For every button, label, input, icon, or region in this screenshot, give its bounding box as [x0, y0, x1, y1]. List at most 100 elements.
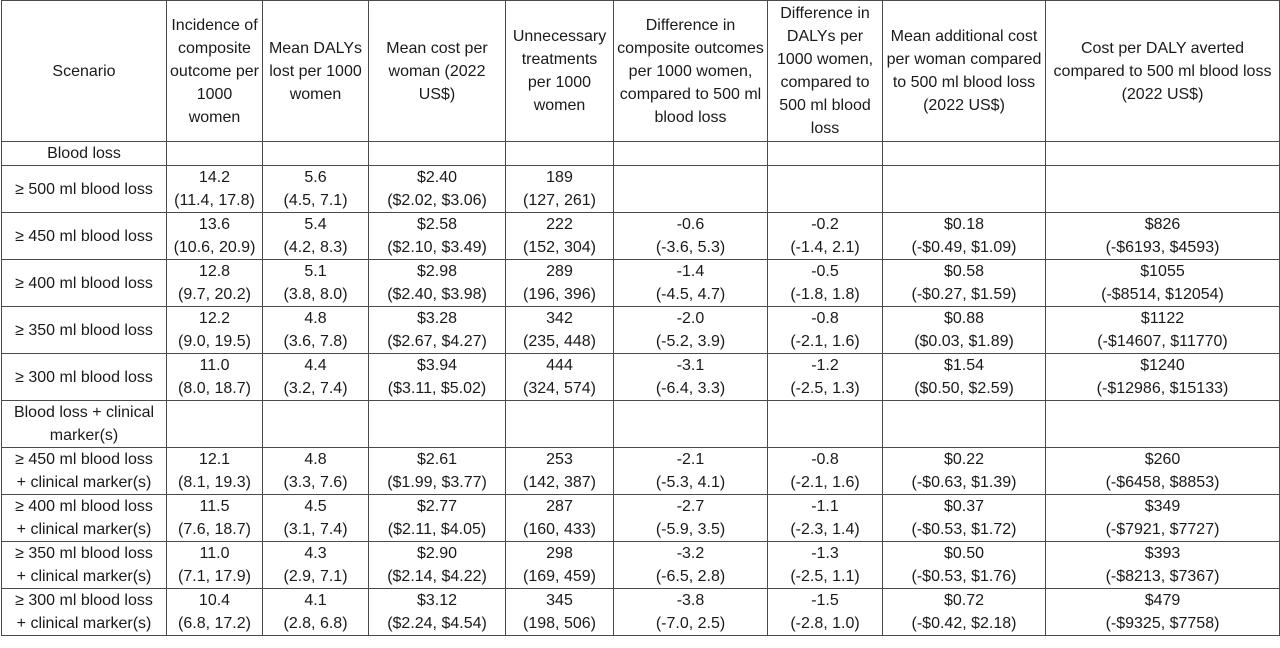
point-estimate: 4.4	[304, 357, 327, 374]
unnecessary-treatments-cell: 222 (152, 304)	[505, 212, 614, 260]
diff-composite-cell: -1.4 (-4.5, 4.7)	[613, 259, 768, 307]
diff-composite-cell: -2.1 (-5.3, 4.1)	[613, 447, 768, 495]
header-cost-per-daly: Cost per DALY averted compared to 500 ml…	[1045, 0, 1280, 142]
empty-cell	[767, 141, 883, 166]
cost-per-daly-cell: $1055 (-$8514, $12054)	[1045, 259, 1280, 307]
diff-composite-cell: -3.2 (-6.5, 2.8)	[613, 541, 768, 589]
point-estimate: $0.18	[943, 216, 985, 233]
empty-cell	[368, 400, 506, 448]
point-estimate: $1240	[1140, 357, 1185, 374]
table-row: ≥ 450 ml blood loss 13.6 (10.6, 20.9) 5.4 (4…	[1, 212, 1280, 260]
uncertainty-interval: (-$7921, $7727)	[1105, 521, 1220, 538]
diff-dalys-cell: -1.2 (-2.5, 1.3)	[767, 353, 883, 401]
point-estimate: -3.2	[676, 545, 705, 562]
additional-cost-cell: $0.37 (-$0.53, $1.72)	[882, 494, 1046, 542]
uncertainty-interval: ($2.67, $4.27)	[387, 333, 487, 350]
incidence-cell: 11.0 (8.0, 18.7)	[166, 353, 263, 401]
point-estimate: 10.4	[198, 592, 231, 609]
header-diff-composite: Difference in composite outcomes per 100…	[613, 0, 768, 142]
incidence-cell: 13.6 (10.6, 20.9)	[166, 212, 263, 260]
point-estimate: 5.4	[304, 216, 327, 233]
scenario-label: ≥ 350 ml blood loss	[15, 321, 153, 339]
scenario-label: ≥ 300 ml blood loss	[15, 592, 153, 609]
uncertainty-interval: (-2.1, 1.6)	[790, 474, 860, 491]
uncertainty-interval: (-5.3, 4.1)	[655, 474, 726, 491]
uncertainty-interval: (10.6, 20.9)	[173, 239, 256, 256]
scenario-cell: ≥ 300 ml blood loss	[1, 353, 167, 401]
diff-dalys-cell	[767, 165, 883, 213]
cost-per-daly-cell: $349 (-$7921, $7727)	[1045, 494, 1280, 542]
point-estimate: -2.0	[676, 310, 705, 327]
empty-cell	[767, 400, 883, 448]
unnecessary-treatments-cell: 444 (324, 574)	[505, 353, 614, 401]
unnecessary-treatments-cell: 345 (198, 506)	[505, 588, 614, 636]
uncertainty-interval: (-$12986, $15133)	[1096, 380, 1229, 397]
point-estimate: $0.72	[943, 592, 985, 609]
unnecessary-treatments-cell: 287 (160, 433)	[505, 494, 614, 542]
point-estimate: $2.58	[416, 216, 458, 233]
additional-cost-cell: $1.54 ($0.50, $2.59)	[882, 353, 1046, 401]
point-estimate: $0.58	[943, 263, 985, 280]
point-estimate: $0.88	[943, 310, 985, 327]
point-estimate: -3.1	[676, 357, 705, 374]
point-estimate: -0.6	[676, 216, 705, 233]
header-additional-cost: Mean additional cost per woman compared …	[882, 0, 1046, 142]
point-estimate: 5.6	[304, 169, 327, 186]
uncertainty-interval: (-1.4, 2.1)	[790, 239, 860, 256]
point-estimate: 189	[546, 169, 573, 186]
scenario-label: ≥ 400 ml blood loss	[15, 274, 153, 292]
empty-cell	[262, 400, 369, 448]
incidence-cell: 12.8 (9.7, 20.2)	[166, 259, 263, 307]
point-estimate: -0.2	[811, 216, 839, 233]
point-estimate: $2.61	[416, 451, 458, 468]
point-estimate: -0.5	[811, 263, 839, 280]
mean-cost-cell: $2.40 ($2.02, $3.06)	[368, 165, 506, 213]
point-estimate: $3.12	[416, 592, 458, 609]
point-estimate: $0.22	[943, 451, 985, 468]
point-estimate: -2.1	[676, 451, 705, 468]
uncertainty-interval: (-$6193, $4593)	[1105, 239, 1220, 256]
point-estimate: 287	[546, 498, 573, 515]
point-estimate: 4.1	[304, 592, 327, 609]
table-row: ≥ 300 ml blood loss 11.0 (8.0, 18.7) 4.4 (3.…	[1, 353, 1280, 401]
uncertainty-interval: (11.4, 17.8)	[174, 192, 255, 209]
unnecessary-treatments-cell: 253 (142, 387)	[505, 447, 614, 495]
point-estimate: $2.40	[416, 169, 458, 186]
uncertainty-interval: (9.7, 20.2)	[178, 286, 251, 303]
mean-cost-cell: $2.58 ($2.10, $3.49)	[368, 212, 506, 260]
header-mean-dalys: Mean DALYs lost per 1000 women	[262, 0, 369, 142]
point-estimate: 4.5	[304, 498, 327, 515]
scenario-label: + clinical marker(s)	[16, 615, 152, 632]
section-title: Blood loss	[1, 141, 167, 166]
uncertainty-interval: ($2.10, $3.49)	[387, 239, 487, 256]
diff-composite-cell: -2.7 (-5.9, 3.5)	[613, 494, 768, 542]
point-estimate: $826	[1144, 216, 1181, 233]
point-estimate: $1122	[1140, 310, 1185, 327]
table-row: ≥ 350 ml blood loss 12.2 (9.0, 19.5) 4.8 (3.…	[1, 306, 1280, 354]
uncertainty-interval: (3.1, 7.4)	[283, 521, 348, 538]
empty-cell	[505, 141, 614, 166]
scenario-cell: ≥ 500 ml blood loss	[1, 165, 167, 213]
point-estimate: 11.0	[199, 357, 230, 374]
table-body: Blood loss ≥ 500 ml blood loss 14.2 (11.4, …	[1, 141, 1280, 636]
empty-cell	[613, 141, 768, 166]
point-estimate: $3.28	[416, 310, 458, 327]
cost-per-daly-cell: $260 (-$6458, $8853)	[1045, 447, 1280, 495]
uncertainty-interval: (-6.5, 2.8)	[655, 568, 726, 585]
uncertainty-interval: ($0.03, $1.89)	[914, 333, 1014, 350]
uncertainty-interval: (4.5, 7.1)	[283, 192, 348, 209]
scenario-cell: ≥ 350 ml blood loss + clinical marker(s)	[1, 541, 167, 589]
cost-per-daly-cell: $1122 (-$14607, $11770)	[1045, 306, 1280, 354]
uncertainty-interval: (324, 574)	[523, 380, 596, 397]
section-row: Blood loss + clinical marker(s)	[1, 400, 1280, 448]
mean-dalys-cell: 4.4 (3.2, 7.4)	[262, 353, 369, 401]
empty-cell	[882, 400, 1046, 448]
point-estimate: -1.3	[811, 545, 839, 562]
uncertainty-interval: (4.2, 8.3)	[283, 239, 348, 256]
empty-cell	[1045, 400, 1280, 448]
empty-cell	[613, 400, 768, 448]
uncertainty-interval: (152, 304)	[523, 239, 596, 256]
mean-dalys-cell: 4.1 (2.8, 6.8)	[262, 588, 369, 636]
diff-dalys-cell: -0.5 (-1.8, 1.8)	[767, 259, 883, 307]
